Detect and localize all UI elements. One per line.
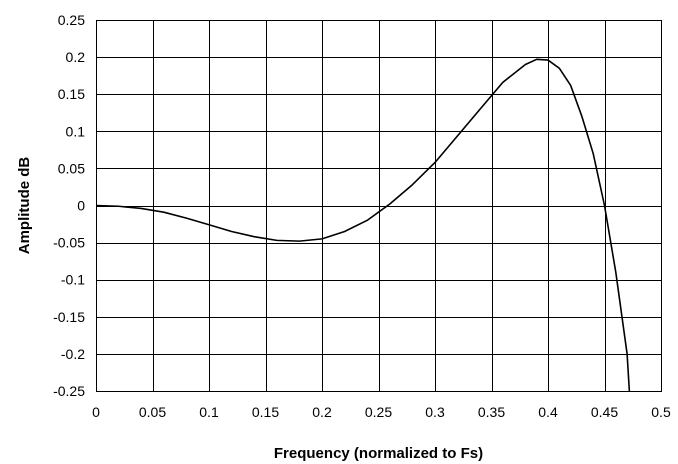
y-tick-label: -0.25 bbox=[53, 383, 85, 399]
x-tick-label: 0.5 bbox=[651, 404, 671, 420]
x-tick-label: 0 bbox=[92, 404, 100, 420]
x-tick-label: 0.1 bbox=[199, 404, 219, 420]
y-tick-label: 0.25 bbox=[58, 12, 85, 28]
plot-area-frame bbox=[96, 20, 662, 392]
x-tick-label: 0.4 bbox=[538, 404, 558, 420]
x-tick-label: 0.05 bbox=[139, 404, 166, 420]
x-tick-label: 0.15 bbox=[252, 404, 279, 420]
y-tick-label: 0.05 bbox=[58, 160, 85, 176]
y-tick-label: -0.1 bbox=[61, 272, 85, 288]
x-tick-label: 0.25 bbox=[365, 404, 392, 420]
series-line bbox=[96, 58, 631, 391]
y-tick-label: -0.05 bbox=[53, 235, 85, 251]
y-tick-label: 0 bbox=[77, 198, 85, 214]
x-tick-label: 0.45 bbox=[591, 404, 618, 420]
y-tick-label: -0.15 bbox=[53, 309, 85, 325]
y-axis-title: Amplitude dB bbox=[16, 157, 33, 255]
y-tick-label: 0.1 bbox=[66, 123, 86, 139]
x-tick-label: 0.3 bbox=[425, 404, 445, 420]
y-tick-label: 0.15 bbox=[58, 86, 85, 102]
x-tick-label: 0.2 bbox=[312, 404, 332, 420]
y-tick-label: -0.2 bbox=[61, 346, 85, 362]
y-tick-label: 0.2 bbox=[66, 49, 86, 65]
x-tick-label: 0.35 bbox=[478, 404, 505, 420]
x-axis-title: Frequency (normalized to Fs) bbox=[274, 445, 483, 462]
